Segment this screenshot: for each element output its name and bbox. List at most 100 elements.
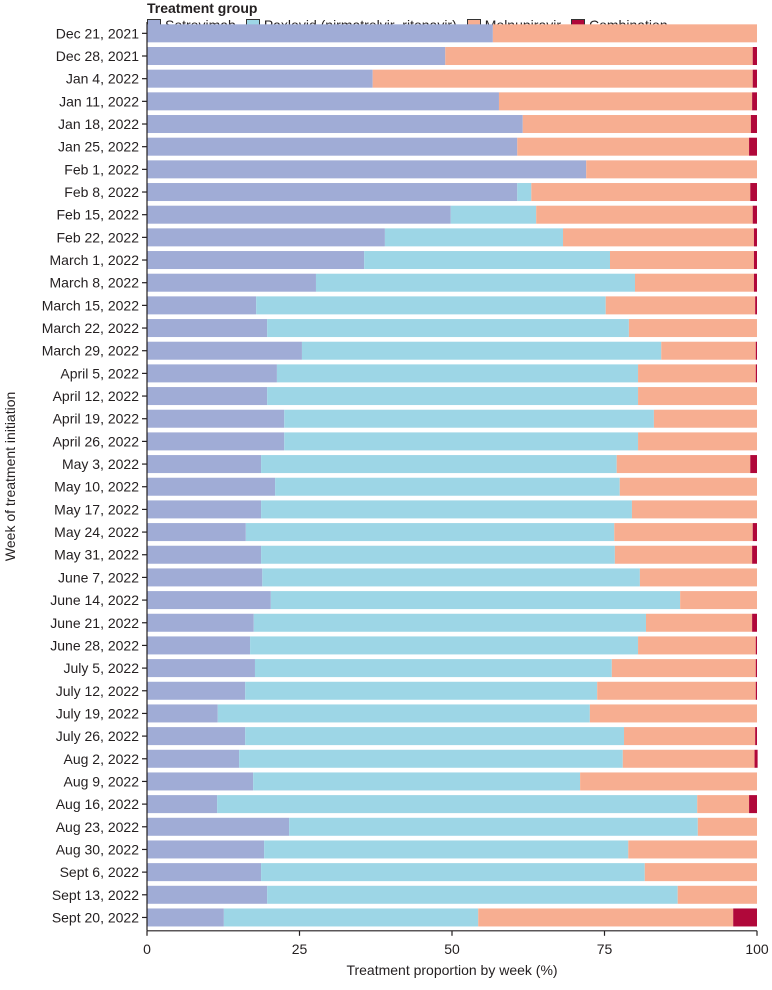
y-tick-label: June 14, 2022: [50, 592, 139, 608]
bar-segment: [270, 591, 681, 610]
bar-segment: [147, 613, 254, 632]
bar-segment: [217, 704, 590, 723]
bar-segment: [276, 364, 639, 383]
bar-segment: [275, 477, 620, 496]
bar-segment: [261, 863, 645, 882]
bar-segment: [753, 228, 757, 247]
y-tick-label: May 3, 2022: [62, 456, 139, 472]
x-axis-label: Treatment proportion by week (%): [346, 962, 557, 978]
y-tick-label: Sept 13, 2022: [52, 887, 139, 903]
y-tick-label: April 12, 2022: [53, 388, 140, 404]
bar-segment: [752, 205, 757, 224]
bar-segment: [638, 636, 756, 655]
bar-segment: [614, 545, 753, 564]
y-tick-label: July 26, 2022: [56, 728, 139, 744]
bar-segment: [638, 364, 756, 383]
bar-segment: [239, 749, 623, 768]
y-tick-label: July 12, 2022: [56, 683, 139, 699]
bar-segment: [755, 659, 757, 678]
bar-segment: [492, 24, 757, 43]
bar-segment: [147, 205, 451, 224]
bar-segment: [754, 749, 758, 768]
bar-segment: [147, 409, 285, 428]
bar-segment: [645, 613, 753, 632]
bar-segment: [624, 727, 756, 746]
bar-segment: [147, 863, 262, 882]
bar-segment: [147, 273, 316, 292]
y-tick-label: March 1, 2022: [50, 252, 140, 268]
bar-segment: [147, 432, 285, 451]
bar-segment: [536, 205, 753, 224]
bar-segment: [677, 885, 757, 904]
bar-segment: [261, 545, 615, 564]
bar-segment: [563, 228, 754, 247]
bar-segment: [147, 908, 224, 927]
bar-segment: [147, 455, 262, 474]
bar-segment: [267, 885, 678, 904]
bar-segment: [147, 160, 587, 179]
y-tick-label: July 5, 2022: [64, 660, 140, 676]
bar-segment: [752, 523, 757, 542]
y-tick-label: March 8, 2022: [50, 275, 140, 291]
bar-segment: [697, 817, 757, 836]
bar-segment: [639, 568, 757, 587]
bar-segment: [644, 863, 757, 882]
bar-segment: [384, 228, 564, 247]
y-tick-label: Jan 4, 2022: [66, 71, 139, 87]
bar-segment: [478, 908, 734, 927]
bar-segment: [597, 681, 756, 700]
bar-segment: [755, 727, 757, 746]
y-tick-label: June 28, 2022: [50, 637, 139, 653]
bar-segment: [147, 681, 246, 700]
bar-segment: [586, 160, 757, 179]
bar-segment: [749, 795, 757, 814]
y-tick-label: Aug 2, 2022: [63, 751, 139, 767]
y-tick-label: June 7, 2022: [58, 569, 139, 585]
y-tick-label: Feb 1, 2022: [64, 161, 139, 177]
bar-segment: [147, 772, 254, 791]
bar-segment: [755, 681, 757, 700]
y-tick-label: Dec 28, 2021: [56, 48, 139, 64]
y-tick-label: Feb 8, 2022: [64, 184, 139, 200]
bar-segment: [622, 749, 755, 768]
bar-segment: [619, 477, 757, 496]
bar-segment: [733, 908, 757, 927]
bar-segment: [752, 545, 757, 564]
bar-segment: [147, 545, 262, 564]
bar-segment: [147, 251, 365, 270]
bar-segment: [289, 817, 698, 836]
bar-segment: [217, 795, 698, 814]
bar-segment: [223, 908, 479, 927]
y-tick-label: Feb 15, 2022: [56, 207, 139, 223]
bar-segment: [605, 296, 756, 315]
bar-segment: [147, 69, 373, 88]
x-tick-label: 25: [292, 941, 308, 957]
bar-segment: [254, 659, 612, 678]
bar-segment: [517, 183, 532, 202]
bar-segment: [261, 500, 632, 519]
x-tick-label: 75: [597, 941, 613, 957]
y-tick-label: Feb 22, 2022: [56, 229, 139, 245]
y-tick-label: May 10, 2022: [54, 479, 139, 495]
bar-segment: [301, 341, 662, 360]
bar-segment: [147, 568, 263, 587]
bar-segment: [372, 69, 753, 88]
bar-segment: [245, 727, 625, 746]
bar-segment: [638, 432, 757, 451]
bar-segment: [147, 364, 277, 383]
bar-segment: [262, 568, 640, 587]
bar-segment: [147, 92, 499, 111]
bar-segment: [147, 840, 265, 859]
bar-segment: [752, 69, 757, 88]
bar-segment: [147, 24, 493, 43]
bar-segment: [147, 749, 240, 768]
y-tick-label: April 19, 2022: [53, 411, 140, 427]
bar-segment: [267, 319, 629, 338]
y-tick-label: June 21, 2022: [50, 615, 139, 631]
x-tick-label: 50: [444, 941, 460, 957]
bar-segment: [245, 681, 598, 700]
bar-segment: [653, 409, 757, 428]
y-tick-label: April 26, 2022: [53, 433, 140, 449]
y-tick-label: Aug 16, 2022: [56, 796, 140, 812]
